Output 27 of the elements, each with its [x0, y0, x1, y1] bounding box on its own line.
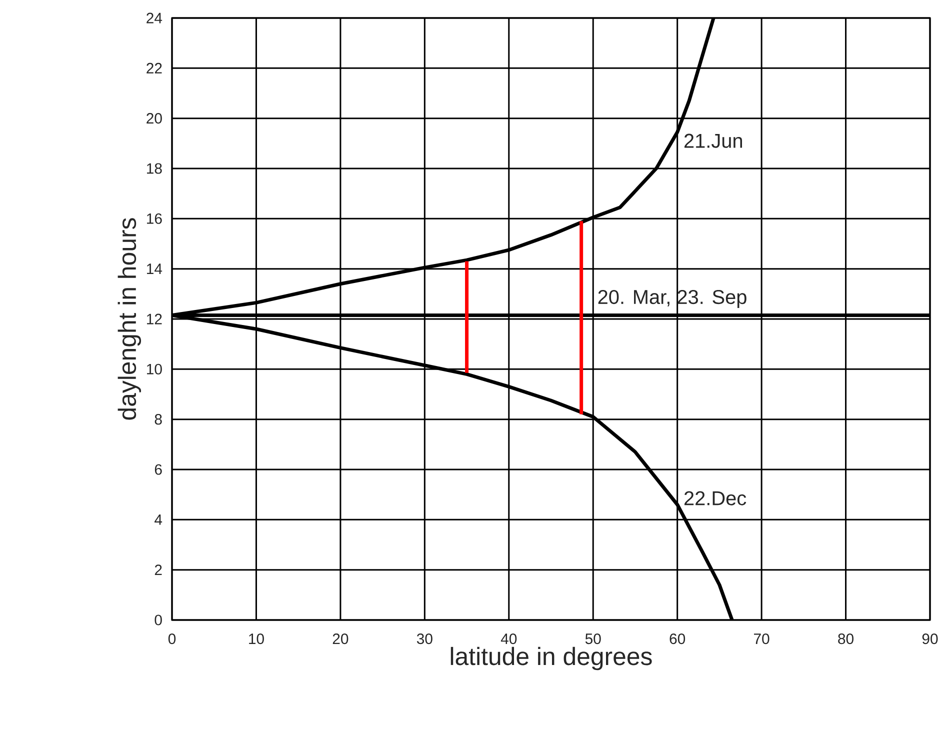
y-tick-label: 2: [154, 564, 162, 576]
y-tick-label: 14: [147, 264, 162, 274]
y-tick-label: 6: [154, 464, 162, 475]
y-tick-label: 12: [147, 314, 162, 324]
series-label: 21.Jun: [684, 134, 742, 148]
x-tick-label: 90: [922, 634, 938, 644]
x-tick-label: 50: [585, 634, 601, 644]
x-tick-label: 20: [332, 634, 348, 644]
y-tick-label: 16: [147, 213, 162, 224]
x-tick-label: 80: [838, 634, 854, 644]
y-tick-label: 8: [154, 414, 162, 425]
y-axis-title: daylenght in hours: [118, 218, 142, 420]
y-tick-label: 4: [154, 514, 162, 525]
x-tick-label: 10: [249, 634, 264, 644]
x-tick-label: 0: [168, 634, 176, 644]
y-tick-label: 24: [146, 12, 162, 24]
y-tick-label: 22: [146, 62, 162, 74]
x-tick-label: 70: [754, 634, 770, 644]
x-tick-label: 30: [416, 634, 432, 644]
y-tick-label: 20: [146, 113, 162, 124]
series-label: 22.Dec: [684, 491, 746, 506]
x-tick-label: 60: [670, 634, 686, 644]
x-tick-label: 40: [500, 634, 517, 644]
y-tick-label: 10: [147, 364, 162, 374]
y-tick-label: 18: [147, 163, 162, 174]
x-axis-title: latitude in degrees: [450, 646, 652, 670]
y-tick-label: 0: [154, 614, 162, 626]
